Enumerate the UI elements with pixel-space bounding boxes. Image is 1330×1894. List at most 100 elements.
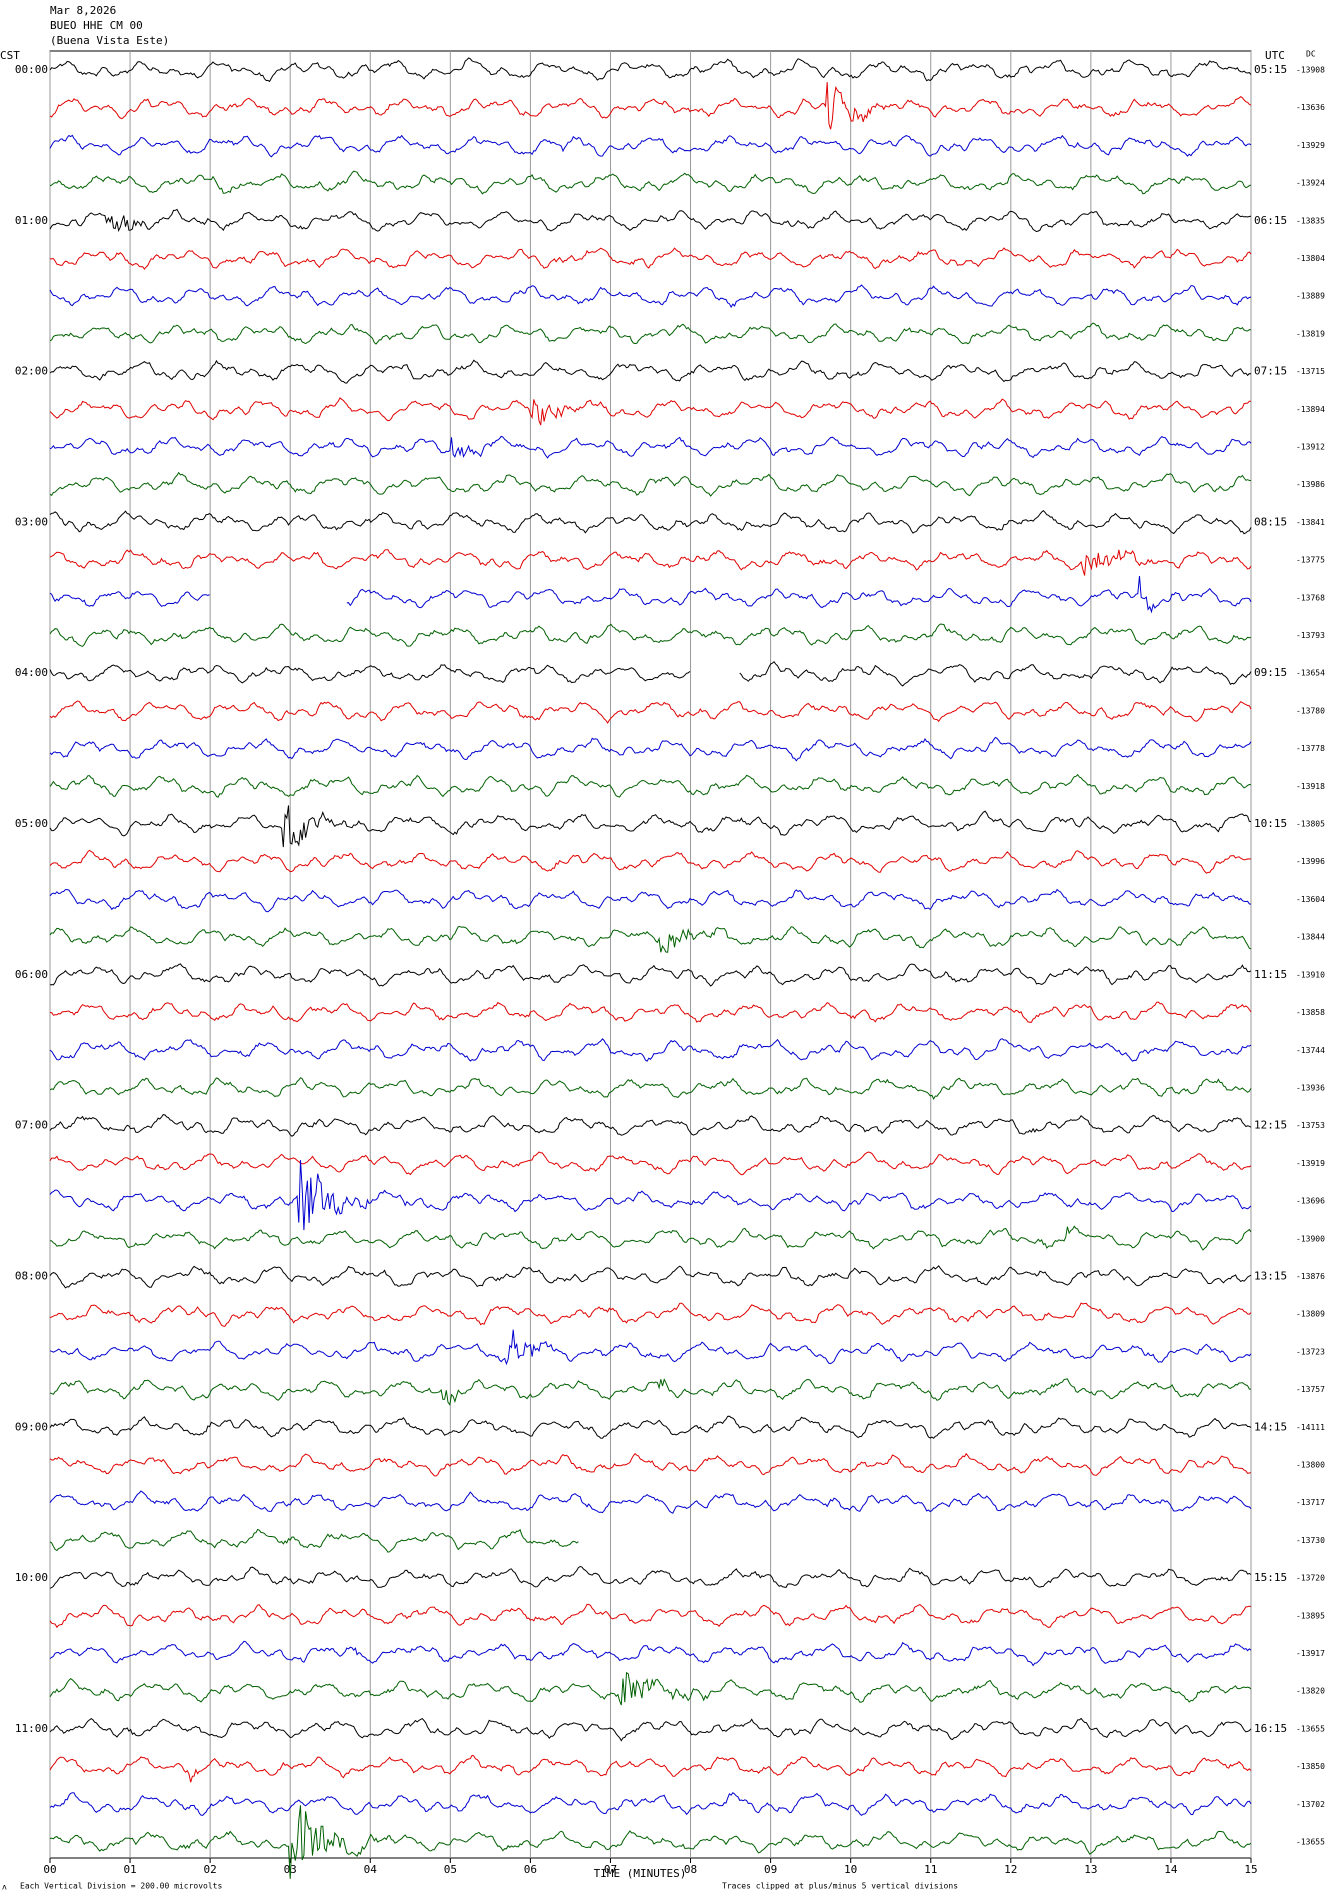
trace bbox=[49, 963, 1252, 987]
trace bbox=[49, 57, 1252, 83]
x-tick-label: 07 bbox=[604, 1863, 617, 1876]
dc-value: -13723 bbox=[1296, 1347, 1325, 1356]
dc-value: -13804 bbox=[1296, 254, 1325, 263]
right-axis-label: UTC bbox=[1265, 49, 1285, 62]
trace bbox=[49, 1640, 1252, 1667]
trace bbox=[49, 1415, 1252, 1439]
dc-value: -13894 bbox=[1296, 405, 1325, 414]
trace bbox=[49, 170, 1252, 195]
dc-value: -13910 bbox=[1296, 970, 1325, 979]
trace bbox=[49, 1329, 1252, 1366]
trace bbox=[49, 736, 1252, 762]
dc-value: -13768 bbox=[1296, 593, 1325, 602]
station: BUEO HHE CM 00 bbox=[50, 19, 143, 32]
x-tick-label: 12 bbox=[1004, 1863, 1017, 1876]
utc-time: 14:15 bbox=[1254, 1420, 1287, 1433]
dc-value: -13858 bbox=[1296, 1008, 1325, 1017]
scale-note: Each Vertical Division = 200.00 microvol… bbox=[20, 1882, 222, 1891]
utc-time: 07:15 bbox=[1254, 365, 1287, 378]
dc-value: -13850 bbox=[1296, 1762, 1325, 1771]
dc-value: -13918 bbox=[1296, 782, 1325, 791]
trace bbox=[49, 397, 1251, 426]
dc-value: -13717 bbox=[1296, 1498, 1325, 1507]
location: (Buena Vista Este) bbox=[50, 34, 169, 47]
dc-value: -13702 bbox=[1296, 1800, 1325, 1809]
trace bbox=[49, 1490, 1252, 1514]
cst-time: 00:00 bbox=[15, 63, 48, 76]
x-tick-label: 13 bbox=[1084, 1863, 1097, 1876]
utc-time: 10:15 bbox=[1254, 817, 1287, 830]
trace bbox=[49, 322, 1252, 345]
trace bbox=[49, 549, 1252, 576]
dc-value: -13775 bbox=[1296, 556, 1325, 565]
trace bbox=[49, 1754, 1252, 1783]
trace bbox=[49, 700, 1252, 724]
trace bbox=[49, 1077, 1252, 1100]
trace bbox=[49, 1001, 1252, 1023]
x-tick-label: 00 bbox=[43, 1863, 56, 1876]
dc-value: -13809 bbox=[1296, 1310, 1325, 1319]
dc-value: -13986 bbox=[1296, 480, 1325, 489]
dc-value: -13908 bbox=[1296, 66, 1325, 75]
dc-value: -13654 bbox=[1296, 669, 1325, 678]
trace bbox=[49, 1265, 1252, 1289]
dc-value: -13757 bbox=[1296, 1385, 1325, 1394]
date: Mar 8,2026 bbox=[50, 4, 116, 17]
trace bbox=[49, 435, 1252, 459]
utc-time: 11:15 bbox=[1254, 968, 1287, 981]
dc-value: -13800 bbox=[1296, 1460, 1325, 1469]
trace bbox=[346, 576, 1252, 614]
dc-value: -13820 bbox=[1296, 1687, 1325, 1696]
trace bbox=[49, 82, 1252, 130]
trace bbox=[49, 1225, 1252, 1251]
trace bbox=[49, 471, 1252, 497]
trace bbox=[49, 1038, 1252, 1062]
dc-label: DC bbox=[1306, 50, 1316, 59]
trace bbox=[49, 664, 691, 684]
cst-time: 11:00 bbox=[15, 1722, 48, 1735]
trace bbox=[49, 849, 1252, 874]
dc-value: -13780 bbox=[1296, 706, 1325, 715]
dc-value: -13844 bbox=[1296, 933, 1325, 942]
dc-value: -13793 bbox=[1296, 631, 1325, 640]
trace bbox=[49, 1378, 1252, 1406]
cst-time: 03:00 bbox=[15, 515, 48, 528]
trace bbox=[49, 1565, 1252, 1589]
trace bbox=[49, 1151, 1252, 1176]
x-tick-label: 01 bbox=[123, 1863, 136, 1876]
clip-note: Traces clipped at plus/minus 5 vertical … bbox=[722, 1882, 958, 1891]
trace bbox=[49, 510, 1252, 535]
dc-value: -13900 bbox=[1296, 1234, 1325, 1243]
utc-time: 06:15 bbox=[1254, 214, 1287, 227]
cst-time: 05:00 bbox=[15, 817, 48, 830]
utc-time: 09:15 bbox=[1254, 666, 1287, 679]
dc-value: -13929 bbox=[1296, 141, 1325, 150]
trace bbox=[49, 1805, 1252, 1879]
cst-time: 04:00 bbox=[15, 666, 48, 679]
dc-value: -14111 bbox=[1296, 1423, 1325, 1432]
x-tick-label: 08 bbox=[684, 1863, 697, 1876]
trace bbox=[49, 1114, 1252, 1137]
x-tick-label: 09 bbox=[764, 1863, 777, 1876]
trace bbox=[49, 134, 1252, 158]
trace bbox=[49, 359, 1252, 384]
dc-value: -13696 bbox=[1296, 1197, 1325, 1206]
trace bbox=[49, 1791, 1252, 1817]
utc-time: 12:15 bbox=[1254, 1119, 1287, 1132]
x-tick-label: 06 bbox=[524, 1863, 537, 1876]
x-tick-label: 04 bbox=[364, 1863, 378, 1876]
dc-value: -13730 bbox=[1296, 1536, 1325, 1545]
dc-value: -13655 bbox=[1296, 1724, 1325, 1733]
dc-value: -13819 bbox=[1296, 329, 1325, 338]
trace bbox=[49, 926, 1252, 953]
trace bbox=[49, 1528, 579, 1553]
trace bbox=[49, 247, 1252, 270]
dc-value: -13720 bbox=[1296, 1574, 1325, 1583]
x-tick-label: 11 bbox=[924, 1863, 937, 1876]
x-axis-label: TIME (MINUTES) bbox=[594, 1867, 687, 1880]
dc-value: -13895 bbox=[1296, 1611, 1325, 1620]
trace bbox=[49, 1452, 1252, 1477]
plot-frame bbox=[49, 50, 1252, 1859]
trace bbox=[49, 1302, 1252, 1327]
